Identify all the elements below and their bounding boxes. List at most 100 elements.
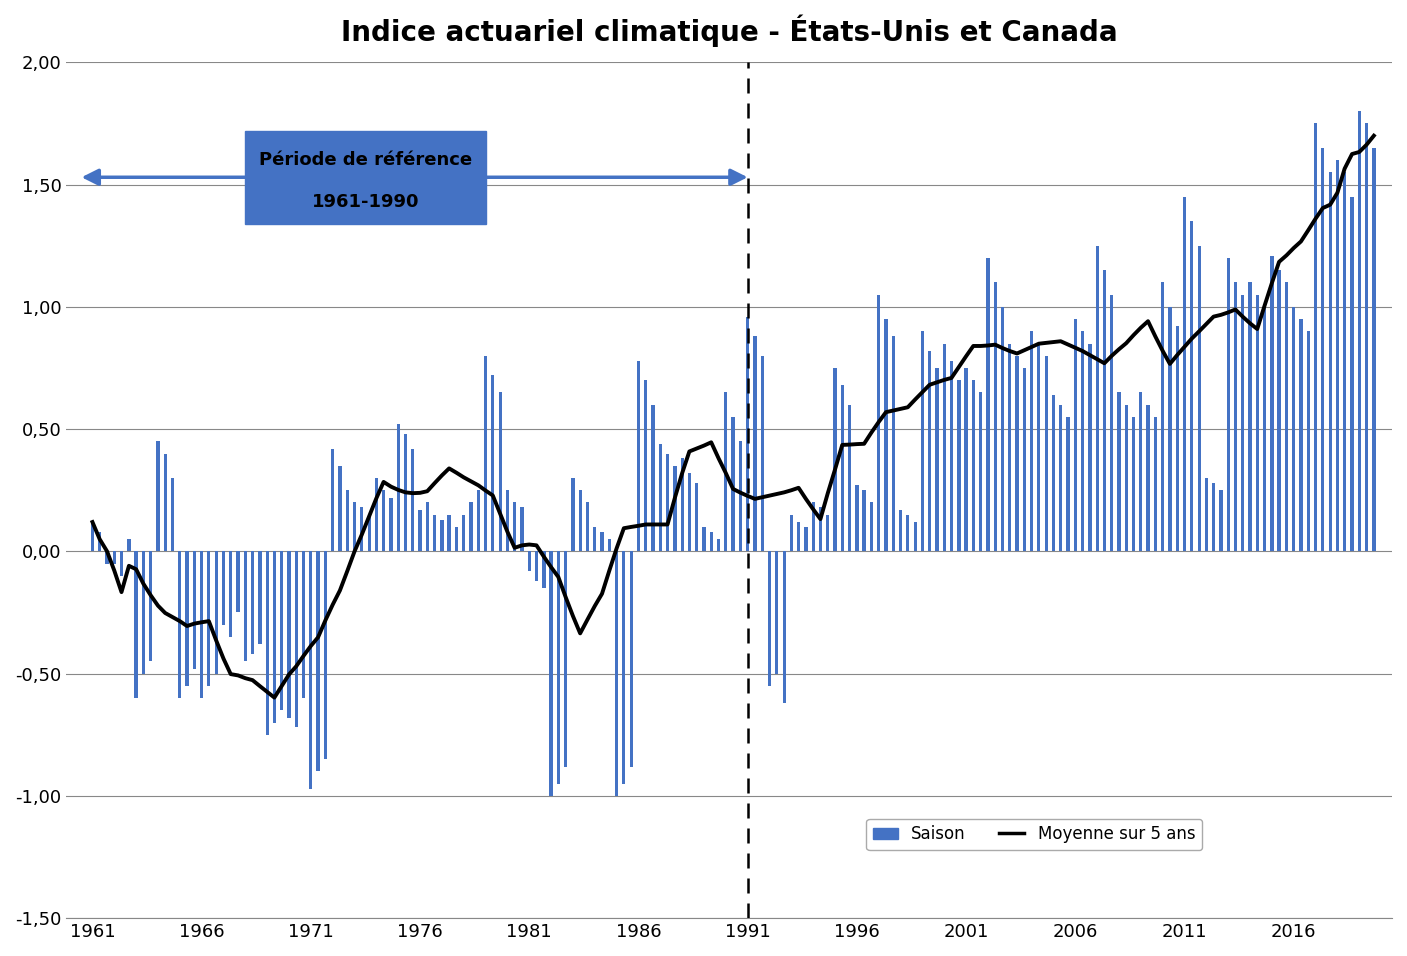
Bar bbox=[585, 503, 590, 552]
Bar bbox=[433, 514, 436, 552]
Bar bbox=[259, 552, 262, 644]
Bar bbox=[1176, 326, 1179, 552]
Bar bbox=[805, 527, 808, 552]
Bar bbox=[695, 483, 698, 552]
Bar bbox=[658, 444, 661, 552]
Bar bbox=[913, 522, 917, 552]
Bar bbox=[746, 316, 750, 552]
Bar bbox=[250, 552, 255, 654]
Bar bbox=[979, 392, 982, 552]
Bar bbox=[346, 490, 349, 552]
Bar bbox=[601, 532, 604, 552]
Bar bbox=[768, 552, 771, 685]
Bar bbox=[855, 486, 858, 552]
Bar bbox=[674, 466, 677, 552]
Bar bbox=[637, 360, 640, 552]
Bar bbox=[390, 497, 393, 552]
Bar bbox=[644, 380, 647, 552]
Bar bbox=[1030, 332, 1033, 552]
Bar bbox=[789, 514, 794, 552]
Bar bbox=[629, 552, 633, 767]
Bar bbox=[120, 552, 124, 576]
Bar bbox=[1314, 123, 1317, 552]
Bar bbox=[367, 514, 371, 552]
Bar bbox=[1009, 343, 1012, 552]
Bar bbox=[1147, 404, 1150, 552]
Bar bbox=[1211, 483, 1216, 552]
Bar bbox=[477, 490, 480, 552]
Bar bbox=[1278, 271, 1280, 552]
Bar bbox=[317, 552, 319, 771]
Bar bbox=[870, 503, 874, 552]
Bar bbox=[440, 519, 443, 552]
Bar bbox=[1321, 148, 1324, 552]
Bar bbox=[535, 552, 537, 580]
Bar bbox=[331, 448, 335, 552]
Bar bbox=[1190, 221, 1193, 552]
Bar bbox=[179, 552, 182, 698]
Bar bbox=[172, 478, 174, 552]
Bar bbox=[135, 552, 138, 698]
Bar bbox=[106, 552, 108, 564]
Bar bbox=[374, 478, 378, 552]
Bar bbox=[91, 522, 94, 552]
Bar bbox=[484, 356, 487, 552]
Bar bbox=[1140, 392, 1142, 552]
Bar bbox=[550, 552, 553, 796]
Bar bbox=[193, 552, 196, 669]
Bar bbox=[273, 552, 276, 723]
Title: Indice actuariel climatique - États-Unis et Canada: Indice actuariel climatique - États-Unis… bbox=[340, 15, 1117, 48]
Bar bbox=[666, 453, 670, 552]
Bar bbox=[899, 510, 902, 552]
Bar bbox=[1358, 111, 1361, 552]
Bar bbox=[1271, 255, 1273, 552]
Bar bbox=[950, 360, 953, 552]
Bar bbox=[310, 552, 312, 789]
Text: 1961-1990: 1961-1990 bbox=[312, 193, 419, 210]
Bar bbox=[920, 332, 924, 552]
Bar bbox=[1103, 271, 1106, 552]
Bar bbox=[1365, 123, 1368, 552]
Bar bbox=[761, 356, 764, 552]
Bar bbox=[732, 417, 734, 552]
Bar bbox=[142, 552, 145, 674]
Bar bbox=[1197, 246, 1200, 552]
Bar bbox=[521, 508, 523, 552]
Bar bbox=[564, 552, 567, 767]
Bar bbox=[1044, 356, 1048, 552]
Bar bbox=[411, 448, 415, 552]
Bar bbox=[1074, 319, 1076, 552]
Bar bbox=[782, 552, 785, 703]
Bar bbox=[404, 434, 407, 552]
Bar bbox=[1059, 404, 1062, 552]
Bar bbox=[1110, 294, 1113, 552]
Bar bbox=[528, 552, 530, 571]
Bar bbox=[1335, 161, 1339, 552]
Bar bbox=[280, 552, 283, 710]
Bar bbox=[594, 527, 597, 552]
Bar bbox=[1351, 197, 1354, 552]
Bar bbox=[993, 282, 996, 552]
Bar bbox=[1067, 417, 1069, 552]
Bar bbox=[1096, 246, 1099, 552]
Bar bbox=[397, 424, 400, 552]
Bar bbox=[113, 552, 115, 564]
Bar bbox=[1285, 282, 1289, 552]
Bar bbox=[186, 552, 189, 685]
Bar bbox=[753, 337, 757, 552]
Bar bbox=[906, 514, 909, 552]
Bar bbox=[1255, 294, 1259, 552]
Bar bbox=[243, 552, 248, 662]
Bar bbox=[127, 539, 131, 552]
Bar bbox=[1016, 356, 1019, 552]
Bar bbox=[156, 442, 159, 552]
Bar bbox=[986, 258, 989, 552]
Bar bbox=[1168, 307, 1172, 552]
Bar bbox=[1299, 319, 1303, 552]
Bar bbox=[1088, 343, 1092, 552]
Bar bbox=[236, 552, 239, 613]
Bar bbox=[461, 514, 466, 552]
Bar bbox=[447, 514, 450, 552]
Bar bbox=[1183, 197, 1186, 552]
Bar bbox=[709, 532, 713, 552]
